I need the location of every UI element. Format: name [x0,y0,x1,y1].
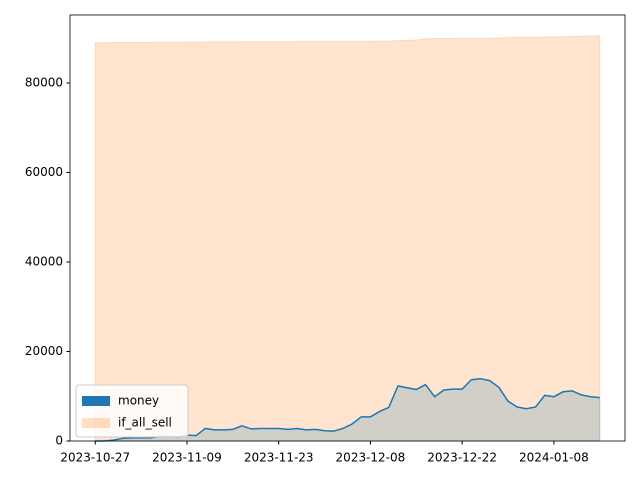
y-tick-label: 40000 [25,255,63,269]
x-tick-label: 2023-11-23 [244,451,314,465]
legend-label: money [118,394,159,408]
y-tick-label: 20000 [25,344,63,358]
y-tick-label: 0 [55,434,63,448]
x-tick-label: 2023-10-27 [60,451,130,465]
y-tick-label: 60000 [25,165,63,179]
area [94,35,601,442]
x-tick-label: 2023-12-22 [427,451,497,465]
plot-frame [69,14,626,442]
y-tick-label: 80000 [25,76,63,90]
x-tick-label: 2023-12-08 [336,451,406,465]
x-tick-label: 2023-11-09 [152,451,222,465]
legend-label: if_all_sell [118,416,172,430]
legend-swatch [82,418,110,428]
legend-swatch [82,396,110,406]
x-tick-label: 2024-01-08 [519,451,589,465]
